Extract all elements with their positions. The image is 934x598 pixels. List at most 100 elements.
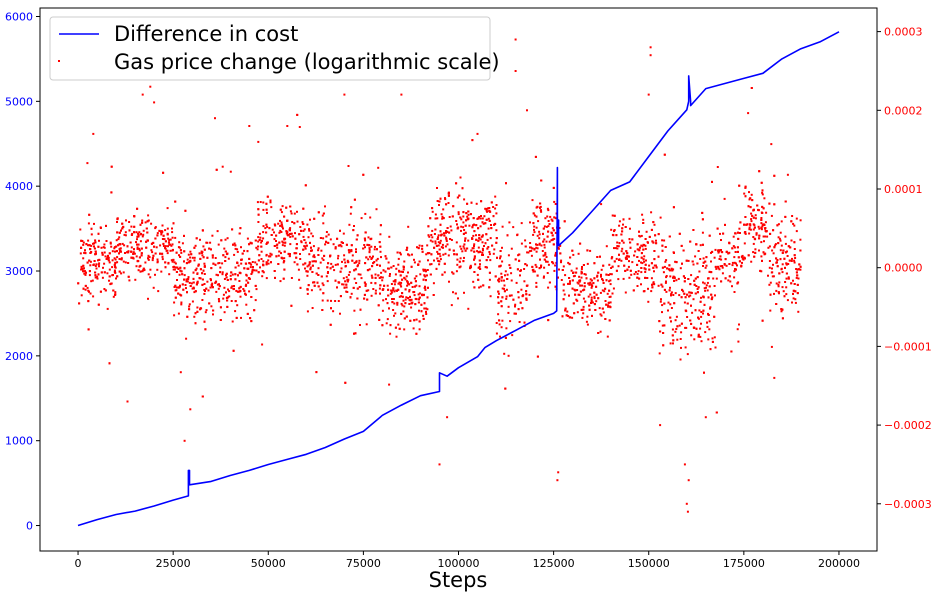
gas-price-point (300, 241, 303, 244)
gas-price-point (784, 200, 787, 203)
gas-price-point (79, 252, 82, 255)
gas-price-point (547, 263, 550, 266)
gas-price-point (707, 338, 710, 341)
gas-price-point (501, 296, 504, 299)
gas-price-point (337, 300, 340, 302)
gas-price-point (180, 294, 183, 297)
gas-price-point (369, 216, 372, 219)
gas-price-point (689, 319, 692, 322)
gas-price-point (119, 250, 122, 253)
gas-price-point (301, 221, 304, 224)
gas-price-point (532, 270, 535, 273)
gas-price-point (554, 264, 557, 267)
gas-price-point (117, 244, 120, 247)
gas-price-point (706, 281, 709, 284)
gas-price-point (106, 256, 109, 259)
gas-price-point (266, 211, 268, 214)
x-tick-label: 150000 (628, 557, 670, 570)
gas-price-point (112, 289, 115, 292)
gas-price-point (313, 256, 316, 259)
gas-price-point (773, 376, 776, 379)
gas-price-point (234, 247, 237, 250)
gas-price-point (531, 269, 534, 271)
gas-price-point (791, 257, 793, 260)
gas-price-point (618, 259, 621, 261)
gas-price-point (612, 234, 615, 237)
gas-price-point (553, 237, 556, 240)
gas-price-point (193, 256, 196, 259)
left-tick-label: 4000 (5, 180, 33, 193)
gas-price-point (350, 244, 353, 247)
gas-price-point (200, 251, 203, 254)
gas-price-point (600, 268, 603, 271)
gas-price-point (386, 302, 389, 305)
gas-price-point (120, 257, 123, 260)
gas-price-point (456, 263, 459, 266)
gas-price-point (728, 275, 731, 278)
gas-price-point (233, 242, 236, 245)
gas-price-point (725, 264, 728, 267)
gas-price-point (732, 235, 735, 238)
gas-price-point (238, 290, 241, 293)
gas-price-point (577, 282, 580, 285)
gas-price-point (710, 260, 712, 263)
gas-price-point (792, 297, 795, 300)
gas-price-point (392, 287, 395, 290)
gas-price-point (472, 234, 475, 237)
gas-price-point (433, 259, 435, 262)
gas-price-point (762, 223, 765, 226)
gas-price-point (686, 293, 689, 296)
gas-price-point (322, 284, 325, 287)
gas-price-point (644, 238, 647, 240)
gas-price-point (792, 279, 794, 282)
gas-price-point (162, 171, 165, 174)
gas-price-point (435, 244, 438, 247)
gas-price-point (127, 262, 130, 264)
gas-price-point (107, 256, 110, 259)
line-layer (77, 31, 840, 527)
gas-price-point (210, 279, 212, 282)
gas-price-point (400, 312, 403, 315)
gas-price-point (398, 327, 401, 330)
gas-price-point (568, 316, 571, 319)
gas-price-point (685, 259, 688, 262)
gas-price-point (374, 273, 377, 276)
gas-price-point (171, 227, 173, 230)
gas-price-point (707, 296, 710, 299)
gas-price-point (433, 246, 436, 249)
gas-price-point (628, 276, 631, 279)
gas-price-point (535, 226, 538, 229)
gas-price-point (113, 247, 116, 250)
gas-price-point (597, 271, 600, 274)
gas-price-point (582, 297, 585, 300)
gas-price-point (283, 237, 286, 240)
gas-price-point (652, 241, 655, 244)
gas-price-point (398, 281, 401, 284)
gas-price-point (487, 227, 490, 230)
gas-price-point (329, 238, 332, 241)
gas-price-point (108, 252, 111, 255)
gas-price-point (668, 264, 671, 267)
gas-price-point (489, 210, 492, 213)
gas-price-point (454, 292, 457, 295)
bottom-axis: 0 25000 50000 75000 100000 125000 150000 175000… (75, 551, 860, 570)
gas-price-point (620, 259, 623, 262)
gas-price-point (670, 294, 672, 297)
gas-price-point (547, 225, 550, 228)
gas-price-point (572, 272, 574, 274)
gas-price-point (457, 211, 460, 214)
gas-price-point (464, 237, 467, 240)
gas-price-point (743, 242, 746, 245)
gas-price-point (568, 282, 571, 285)
gas-price-point (458, 266, 461, 269)
gas-price-point (417, 263, 420, 266)
gas-price-point (642, 222, 645, 224)
gas-price-point (118, 248, 121, 251)
gas-price-point (302, 235, 305, 238)
gas-price-point (256, 201, 259, 204)
gas-price-point (580, 268, 583, 270)
gas-price-point (283, 257, 286, 260)
gas-price-point (524, 263, 527, 266)
gas-price-point (795, 217, 798, 220)
gas-price-point (649, 54, 652, 57)
